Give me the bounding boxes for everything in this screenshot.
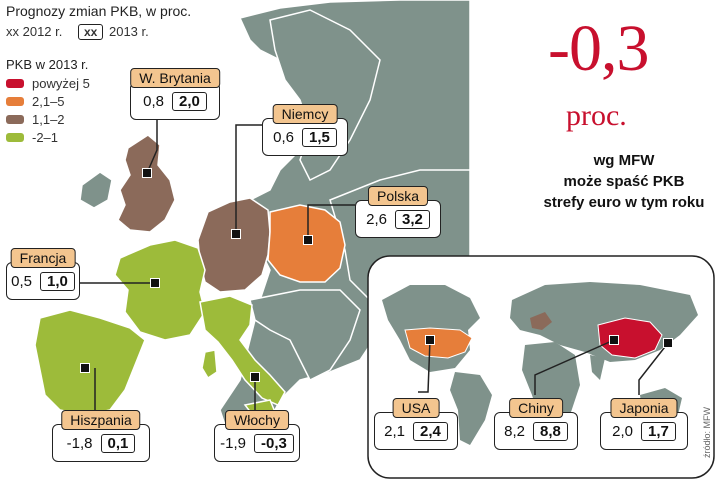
caption-line: może spaść PKB bbox=[563, 173, 685, 190]
value-2013: 3,2 bbox=[395, 209, 430, 229]
legend-item: powyżej 5 bbox=[6, 76, 90, 91]
spain-marker bbox=[80, 363, 90, 373]
country-label-france: Francja 0,5 1,0 bbox=[6, 248, 80, 300]
legend-item: -2–1 bbox=[6, 130, 58, 145]
legend-title: PKB w 2013 r. bbox=[6, 57, 89, 72]
value-2013: 1,0 bbox=[40, 271, 75, 291]
value-2013: 1,5 bbox=[302, 127, 337, 147]
japan-marker bbox=[663, 338, 673, 348]
usa-marker bbox=[425, 335, 435, 345]
italy-marker bbox=[250, 372, 260, 382]
leader-lines bbox=[77, 118, 669, 412]
caption-line: strefy euro w tym roku bbox=[543, 194, 705, 211]
scandinavia bbox=[269, 9, 381, 182]
europe-colored-inset bbox=[530, 312, 552, 330]
value-2013: 8,8 bbox=[533, 421, 568, 441]
country-name: Chiny bbox=[509, 398, 563, 418]
value-2012: 2,1 bbox=[384, 422, 405, 440]
india bbox=[590, 355, 605, 380]
country-label-italy: Włochy -1,9 -0,3 bbox=[214, 410, 300, 462]
country-label-spain: Hiszpania -1,8 0,1 bbox=[52, 410, 150, 462]
value-2012: 0,5 bbox=[11, 272, 32, 290]
country-name: USA bbox=[392, 398, 440, 418]
source-note: źródło: MFW bbox=[702, 406, 712, 458]
country-label-usa: USA 2,1 2,4 bbox=[374, 398, 458, 450]
legend-item: 2,1–5 bbox=[6, 94, 65, 109]
legend-label: -2–1 bbox=[32, 130, 59, 145]
value-2012: 2,6 bbox=[366, 210, 387, 228]
china-region bbox=[597, 317, 663, 359]
country-label-japan: Japonia 2,0 1,7 bbox=[600, 398, 688, 450]
poland-marker bbox=[303, 235, 313, 245]
germany-marker bbox=[231, 229, 241, 239]
france-marker bbox=[150, 278, 160, 288]
country-name: W. Brytania bbox=[130, 68, 220, 88]
value-2012: 0,8 bbox=[143, 92, 164, 110]
country-label-poland: Polska 2,6 3,2 bbox=[355, 186, 441, 238]
sardinia bbox=[201, 349, 218, 380]
value-2012: 0,6 bbox=[273, 128, 294, 146]
italy-region bbox=[199, 295, 286, 406]
value-2013: 1,7 bbox=[641, 421, 676, 441]
south-america bbox=[450, 372, 492, 445]
country-label-china: Chiny 8,2 8,8 bbox=[494, 398, 578, 450]
country-label-uk: W. Brytania 0,8 2,0 bbox=[130, 68, 220, 120]
balkans bbox=[249, 289, 361, 382]
year-2012-legend: xx 2012 r. bbox=[6, 24, 63, 39]
country-name: Hiszpania bbox=[61, 410, 141, 430]
value-2013: -0,3 bbox=[254, 433, 294, 453]
value-2012: 2,0 bbox=[612, 422, 633, 440]
value-2013: 0,1 bbox=[100, 433, 136, 453]
uk-marker bbox=[142, 168, 152, 178]
value-2012: 8,2 bbox=[504, 422, 525, 440]
legend-label: 1,1–2 bbox=[32, 112, 65, 127]
france-region bbox=[114, 239, 206, 341]
country-name: Niemcy bbox=[272, 104, 338, 124]
year-legend: xx 2012 r. xx 2013 r. bbox=[6, 24, 149, 40]
value-2013: 2,4 bbox=[413, 421, 448, 441]
value-2013: 2,0 bbox=[172, 91, 207, 111]
legend-swatch bbox=[6, 79, 24, 88]
year-2013-box: xx bbox=[78, 24, 104, 40]
value-2012: -1,9 bbox=[220, 434, 246, 452]
spain-region bbox=[34, 309, 146, 416]
year-2013-legend: 2013 r. bbox=[108, 24, 149, 39]
germany-region bbox=[197, 197, 271, 293]
legend-label: powyżej 5 bbox=[32, 76, 90, 91]
caption-line: wg MFW bbox=[593, 152, 655, 169]
legend-swatch bbox=[6, 115, 24, 124]
country-name: Japonia bbox=[610, 398, 678, 418]
china-marker bbox=[609, 335, 619, 345]
ireland bbox=[79, 171, 113, 209]
value-2012: -1,8 bbox=[66, 434, 93, 452]
legend-swatch bbox=[6, 133, 24, 142]
usa-region bbox=[404, 327, 473, 359]
page-title: Prognozy zmian PKB, w proc. bbox=[6, 3, 192, 19]
country-name: Włochy bbox=[225, 410, 289, 430]
highlight-caption: wg MFW może spaść PKB strefy euro w tym … bbox=[540, 150, 708, 213]
country-name: Polska bbox=[367, 186, 429, 206]
country-name: Francja bbox=[10, 248, 76, 268]
highlight-unit: proc. bbox=[566, 99, 627, 132]
uk-region bbox=[117, 134, 176, 233]
legend-item: 1,1–2 bbox=[6, 112, 65, 127]
highlight-number: -0,3 bbox=[548, 12, 649, 85]
country-label-germany: Niemcy 0,6 1,5 bbox=[262, 104, 348, 156]
legend-swatch bbox=[6, 97, 24, 106]
legend-label: 2,1–5 bbox=[32, 94, 65, 109]
